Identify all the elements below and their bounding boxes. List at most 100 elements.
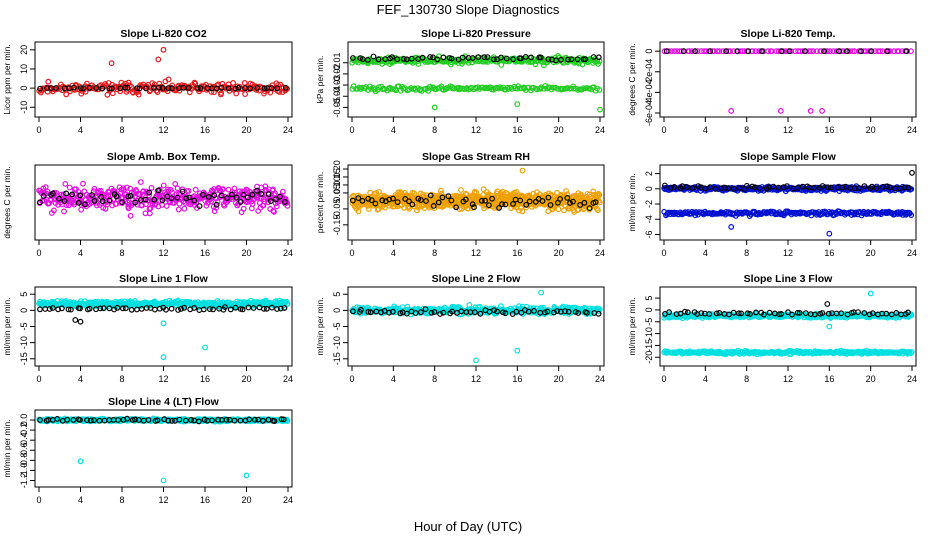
data-point-all	[411, 190, 418, 197]
data-point-flagged	[97, 305, 104, 312]
x-tick-label: 8	[432, 248, 437, 258]
x-tick-label: 8	[744, 374, 749, 384]
data-point-flagged	[510, 200, 516, 207]
data-point-all-upper	[728, 223, 735, 230]
data-point-flagged	[884, 183, 891, 190]
y-axis-label: ml/min per min.	[2, 297, 12, 355]
data-point-flagged	[458, 308, 465, 315]
data-point-all	[172, 180, 179, 187]
data-point-flagged	[428, 309, 435, 316]
data-point-flagged	[526, 198, 533, 205]
data-point-flagged	[901, 184, 908, 191]
data-point-all	[105, 192, 112, 199]
data-point-flagged	[440, 309, 447, 316]
data-point-all-upper	[826, 230, 833, 237]
x-tick-label: 12	[158, 374, 168, 384]
data-point-flagged	[86, 84, 93, 91]
data-point-flagged	[472, 309, 478, 316]
data-point-flagged	[756, 185, 763, 192]
data-point-flagged	[182, 417, 189, 424]
panel-title: Slope Li-820 Pressure	[421, 28, 531, 40]
data-point-flagged	[802, 48, 808, 55]
plot-frame	[659, 41, 917, 118]
data-point-flagged	[684, 184, 690, 190]
x-tick-label: 12	[158, 495, 168, 505]
x-tick-label: 4	[78, 374, 83, 384]
data-point-flagged	[69, 191, 75, 198]
data-point-flagged	[595, 310, 602, 317]
data-point-flagged	[280, 416, 287, 423]
data-point-flagged	[132, 416, 138, 423]
x-tick-label: 12	[783, 125, 793, 135]
data-point-flagged	[228, 191, 235, 198]
data-point-flagged	[682, 308, 688, 315]
data-point-flagged	[249, 191, 256, 198]
data-point-flagged	[191, 197, 198, 204]
data-point-flagged	[698, 184, 705, 191]
data-point-flagged	[87, 417, 94, 424]
data-point-flagged	[517, 197, 524, 204]
data-point-all	[596, 192, 603, 198]
data-point-flagged	[905, 309, 911, 316]
data-point-flagged	[893, 310, 900, 316]
data-point-all-upper	[431, 104, 438, 111]
data-point-all	[561, 207, 567, 214]
data-point-all	[222, 84, 228, 91]
data-point-flagged	[163, 306, 169, 313]
data-point-flagged	[99, 85, 106, 92]
data-point-flagged	[828, 184, 834, 191]
y-tick-label: 2	[644, 171, 654, 176]
data-point-flagged	[72, 317, 79, 323]
data-point-flagged	[702, 185, 708, 192]
data-point-flagged	[225, 85, 232, 92]
x-tick-label: 0	[661, 125, 666, 135]
data-point-all	[519, 167, 526, 174]
points-line4	[36, 415, 291, 484]
data-point-all	[46, 200, 53, 207]
data-point-flagged	[887, 184, 893, 191]
y-tick-label: -5	[19, 322, 29, 330]
data-point-flagged	[368, 197, 375, 204]
x-tick-label: 24	[595, 248, 605, 258]
x-tick-label: 8	[744, 125, 749, 135]
data-point-flagged	[65, 306, 72, 313]
data-point-flagged	[565, 308, 572, 315]
data-point-flagged	[567, 200, 573, 206]
data-point-all	[108, 60, 115, 67]
y-axis-label: ml/min per min.	[627, 297, 637, 355]
data-point-flagged	[386, 196, 393, 203]
x-tick-label: 24	[907, 374, 917, 384]
data-point-flagged	[233, 194, 240, 201]
data-point-flagged	[156, 305, 163, 312]
data-point-flagged	[412, 310, 419, 316]
data-point-flagged	[146, 189, 153, 196]
data-point-flagged	[418, 197, 424, 203]
data-point-flagged	[168, 195, 175, 202]
data-point-all	[279, 188, 286, 195]
data-point-flagged	[357, 55, 364, 61]
y-tick-label: 0	[332, 308, 342, 313]
data-point-flagged	[562, 308, 568, 315]
data-point-all	[93, 202, 100, 209]
x-tick-label: 20	[866, 125, 876, 135]
data-point-flagged	[375, 56, 382, 63]
y-tick-label: -4	[644, 215, 654, 223]
data-point-all	[123, 184, 130, 191]
data-point-all	[711, 48, 717, 55]
data-point-flagged	[836, 48, 842, 55]
data-point-all	[694, 48, 701, 55]
data-point-flagged	[577, 202, 583, 208]
data-point-all	[91, 185, 98, 192]
data-point-flagged	[124, 415, 131, 422]
data-point-flagged	[564, 194, 571, 201]
data-point-all	[137, 191, 143, 198]
x-tick-label: 4	[703, 374, 708, 384]
data-point-flagged	[151, 306, 158, 313]
data-point-flagged	[759, 48, 765, 55]
data-point-flagged	[181, 304, 188, 311]
data-point-all	[102, 205, 109, 212]
y-tick-label: -0.2	[19, 422, 29, 438]
